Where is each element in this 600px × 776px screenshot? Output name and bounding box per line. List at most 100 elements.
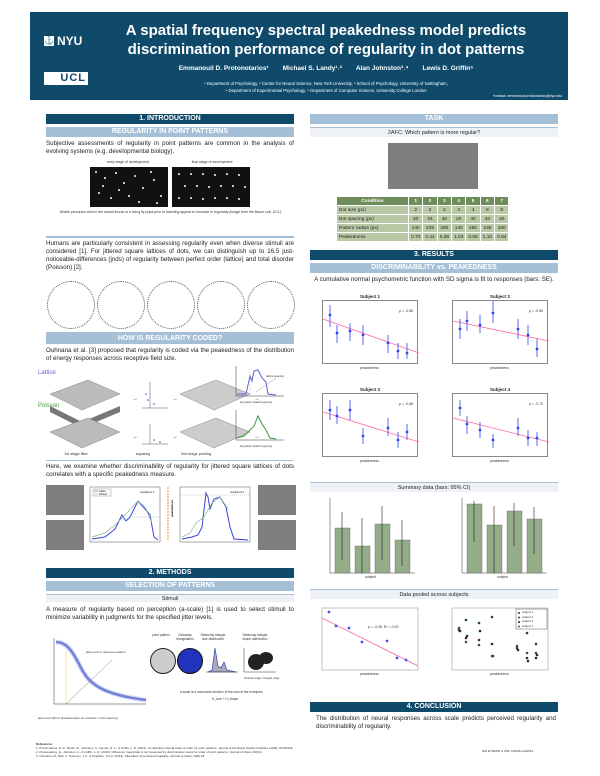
table-row: Pattern radius (px) 140 235 280 140 280 235 280: [336, 223, 510, 233]
conclusion-paragraph: The distribution of neural responses acr…: [316, 715, 556, 730]
subsection-regularity: REGULARITY IN POINT PATTERNS: [46, 127, 294, 137]
section-introduction: 1. INTRODUCTION: [46, 114, 294, 124]
task-question: 2AFC: Which pattern is more regular?: [310, 127, 558, 137]
xlabel: peakedness: [360, 672, 379, 676]
svg-text:→: →: [132, 396, 138, 402]
xlabel: peakedness: [490, 672, 509, 676]
x-axis-label: log (Gabor spatial frequency): [240, 401, 273, 404]
reference-item: 3. Ouhnana, M., Bell, J., Solomon, J.A.,…: [36, 754, 206, 758]
section-results: 3. RESULTS: [310, 250, 558, 260]
pattern-poisson: [247, 281, 295, 329]
reference-item: 1. Protonotarios, E. D., Baum, B., Johns…: [36, 746, 294, 750]
svg-text:→: →: [132, 434, 138, 440]
pattern-jitter-1: [97, 281, 145, 329]
early-stage-image: [90, 167, 168, 207]
section-conclusion: 4. CONCLUSION: [310, 702, 558, 712]
label-final-stage: final stage of development: [191, 160, 233, 164]
xlabel: peakedness: [360, 366, 379, 370]
lattice-response-plot: [235, 366, 284, 397]
entropy-note: a-scale is a monotonic function of the s…: [180, 690, 264, 694]
all-subjects-scatter: [451, 607, 549, 671]
subsection-discriminability: DISCRIMINABILITY vs. PEAKEDNESS: [310, 263, 558, 273]
col-point-pattern: point pattern: [152, 633, 170, 637]
divider: [46, 236, 294, 238]
table-row: Dot size (px) 2 2 2 4 4 8 8: [336, 205, 510, 215]
author: Michael S. Landy¹˒²: [282, 65, 342, 72]
section-methods: 2. METHODS: [46, 568, 294, 578]
lattice-stimulus: [46, 485, 84, 515]
author: Alan Johnston³˒⁴: [355, 65, 409, 72]
subject-4-plot: Subject 4 ρ = -0.70: [452, 387, 550, 457]
reference-item: 2. Protonotarios, E., Johnston, A., & Gr…: [36, 750, 263, 754]
pattern-jitter-2: [147, 281, 195, 329]
ucl-logo: UCL: [44, 72, 88, 85]
subject-1-plot: Subject 1 ρ = -0.88: [322, 294, 420, 364]
col-delaunay: Delaunay triangulation: [176, 633, 194, 641]
poisson-stimulus-2: [258, 520, 296, 550]
final-stage-image: [172, 167, 250, 207]
rho-bar-chart: [461, 498, 547, 574]
label-poisson: Poisson: [38, 403, 60, 409]
shape-xlabel: shortest edge / longest edge: [244, 676, 280, 680]
poisson-stimulus: [46, 520, 84, 550]
subject-xlabel: subject: [497, 575, 509, 579]
shape-distribution: [243, 648, 276, 673]
contact-email: *contact: emmanouil.protonotarios@nyu.ed…: [492, 94, 562, 98]
nyu-logo: ⚓ NYU: [44, 34, 83, 48]
table-row: Dot spacing (px) 20 34 40 20 40 34 40: [336, 214, 510, 224]
intro-paragraph-3: Ouhnana et al. [3] proposed that regular…: [46, 347, 294, 362]
authors: Emmanouil D. Protonotarios¹ Michael S. L…: [116, 65, 536, 72]
methods-paragraph: A measure of regularity based on percept…: [46, 606, 294, 621]
subject-2-plot: Subject 2 ρ = -0.66: [452, 294, 550, 364]
peakedness-arrow: peakedness: [167, 487, 174, 540]
subsection-selection: SELECTION OF PATTERNS: [46, 581, 294, 591]
pooled-title: Data pooled across subjects: [310, 589, 558, 599]
subsection-coding: HOW IS REGULARITY CODED?: [46, 334, 294, 344]
a-scale-chart: [53, 638, 147, 705]
svg-text:Poisson: Poisson: [99, 494, 108, 496]
subsection-task: TASK: [310, 114, 558, 124]
poisson-response-plot: [235, 410, 284, 441]
condition-table: Condition 1 2 3 4 5 6 7 Dot size (px) 2 2 2 4 4 8 8 Do…: [336, 196, 510, 242]
peakedness-plot-lattice: rescaled to 1: [179, 486, 251, 543]
lattice-stimulus-2: [258, 485, 296, 515]
svg-text:→: →: [172, 396, 178, 402]
summary-title: Summary data (bars: 95% CI): [310, 482, 558, 492]
references: References: 1. Protonotarios, E. D., Bau…: [36, 742, 396, 758]
reference-label: jitter level of reference pattern: [86, 650, 126, 654]
divider: [46, 460, 294, 461]
delaunay-disc: [177, 648, 203, 674]
author: Emmanouil D. Protonotarios¹: [178, 65, 269, 72]
author: Lewis D. Griffin⁵: [422, 65, 474, 72]
xlabel: peakedness: [360, 459, 379, 463]
legend: subject 1 subject 2 subject 3 subject 4: [522, 610, 534, 628]
size-distribution: [206, 647, 238, 673]
svg-text:→: →: [254, 434, 260, 440]
table-header: Condition 1 2 3 4 5 6 7: [336, 196, 510, 206]
label-lattice: Lattice: [38, 370, 56, 376]
intro-paragraph-1: Subjective assessments of regularity in …: [46, 140, 294, 155]
svg-text:peakedness: peakedness: [170, 499, 174, 517]
point-pattern-disc: [150, 648, 176, 674]
pooled-scatter: [321, 607, 419, 671]
table-row: Peakedness 0.70 0.44 0.38 1.04 0.58 1.10 0.94: [336, 232, 510, 242]
stage-label-squaring: squaring: [135, 452, 151, 456]
xlabel: peakedness: [490, 366, 509, 370]
svg-text:Lattice: Lattice: [99, 490, 106, 493]
svg-text:rescaled to 1: rescaled to 1: [230, 491, 245, 494]
grant-info: NIH EY08266 & NSF CNS06-1422512: [482, 749, 534, 753]
svg-text:→: →: [254, 396, 260, 402]
results-paragraph: A cumulative normal psychometric functio…: [314, 276, 554, 283]
xlabel: peakedness: [490, 459, 509, 463]
stage-label-pooling: 2nd stage pooling: [181, 452, 211, 456]
x-axis-label: log (Gabor spatial frequency): [240, 445, 273, 448]
entropy-formula: H_size + H_shape: [212, 697, 239, 701]
intro-paragraph-2: Humans are particularly consistent in as…: [46, 240, 294, 271]
label-early-stage: early stage of development: [106, 160, 150, 164]
subject-3-plot: Subject 3 ρ = -0.68: [322, 387, 420, 457]
subject-xlabel: subject: [365, 575, 377, 579]
subsection-stimuli: Stimuli: [46, 594, 294, 602]
affiliations: ¹ Department of Psychology, ² Center for…: [204, 81, 448, 93]
task-stimulus: [388, 143, 478, 189]
poster-header: ⚓ NYU UCL A spatial frequency spectral p…: [30, 12, 568, 100]
